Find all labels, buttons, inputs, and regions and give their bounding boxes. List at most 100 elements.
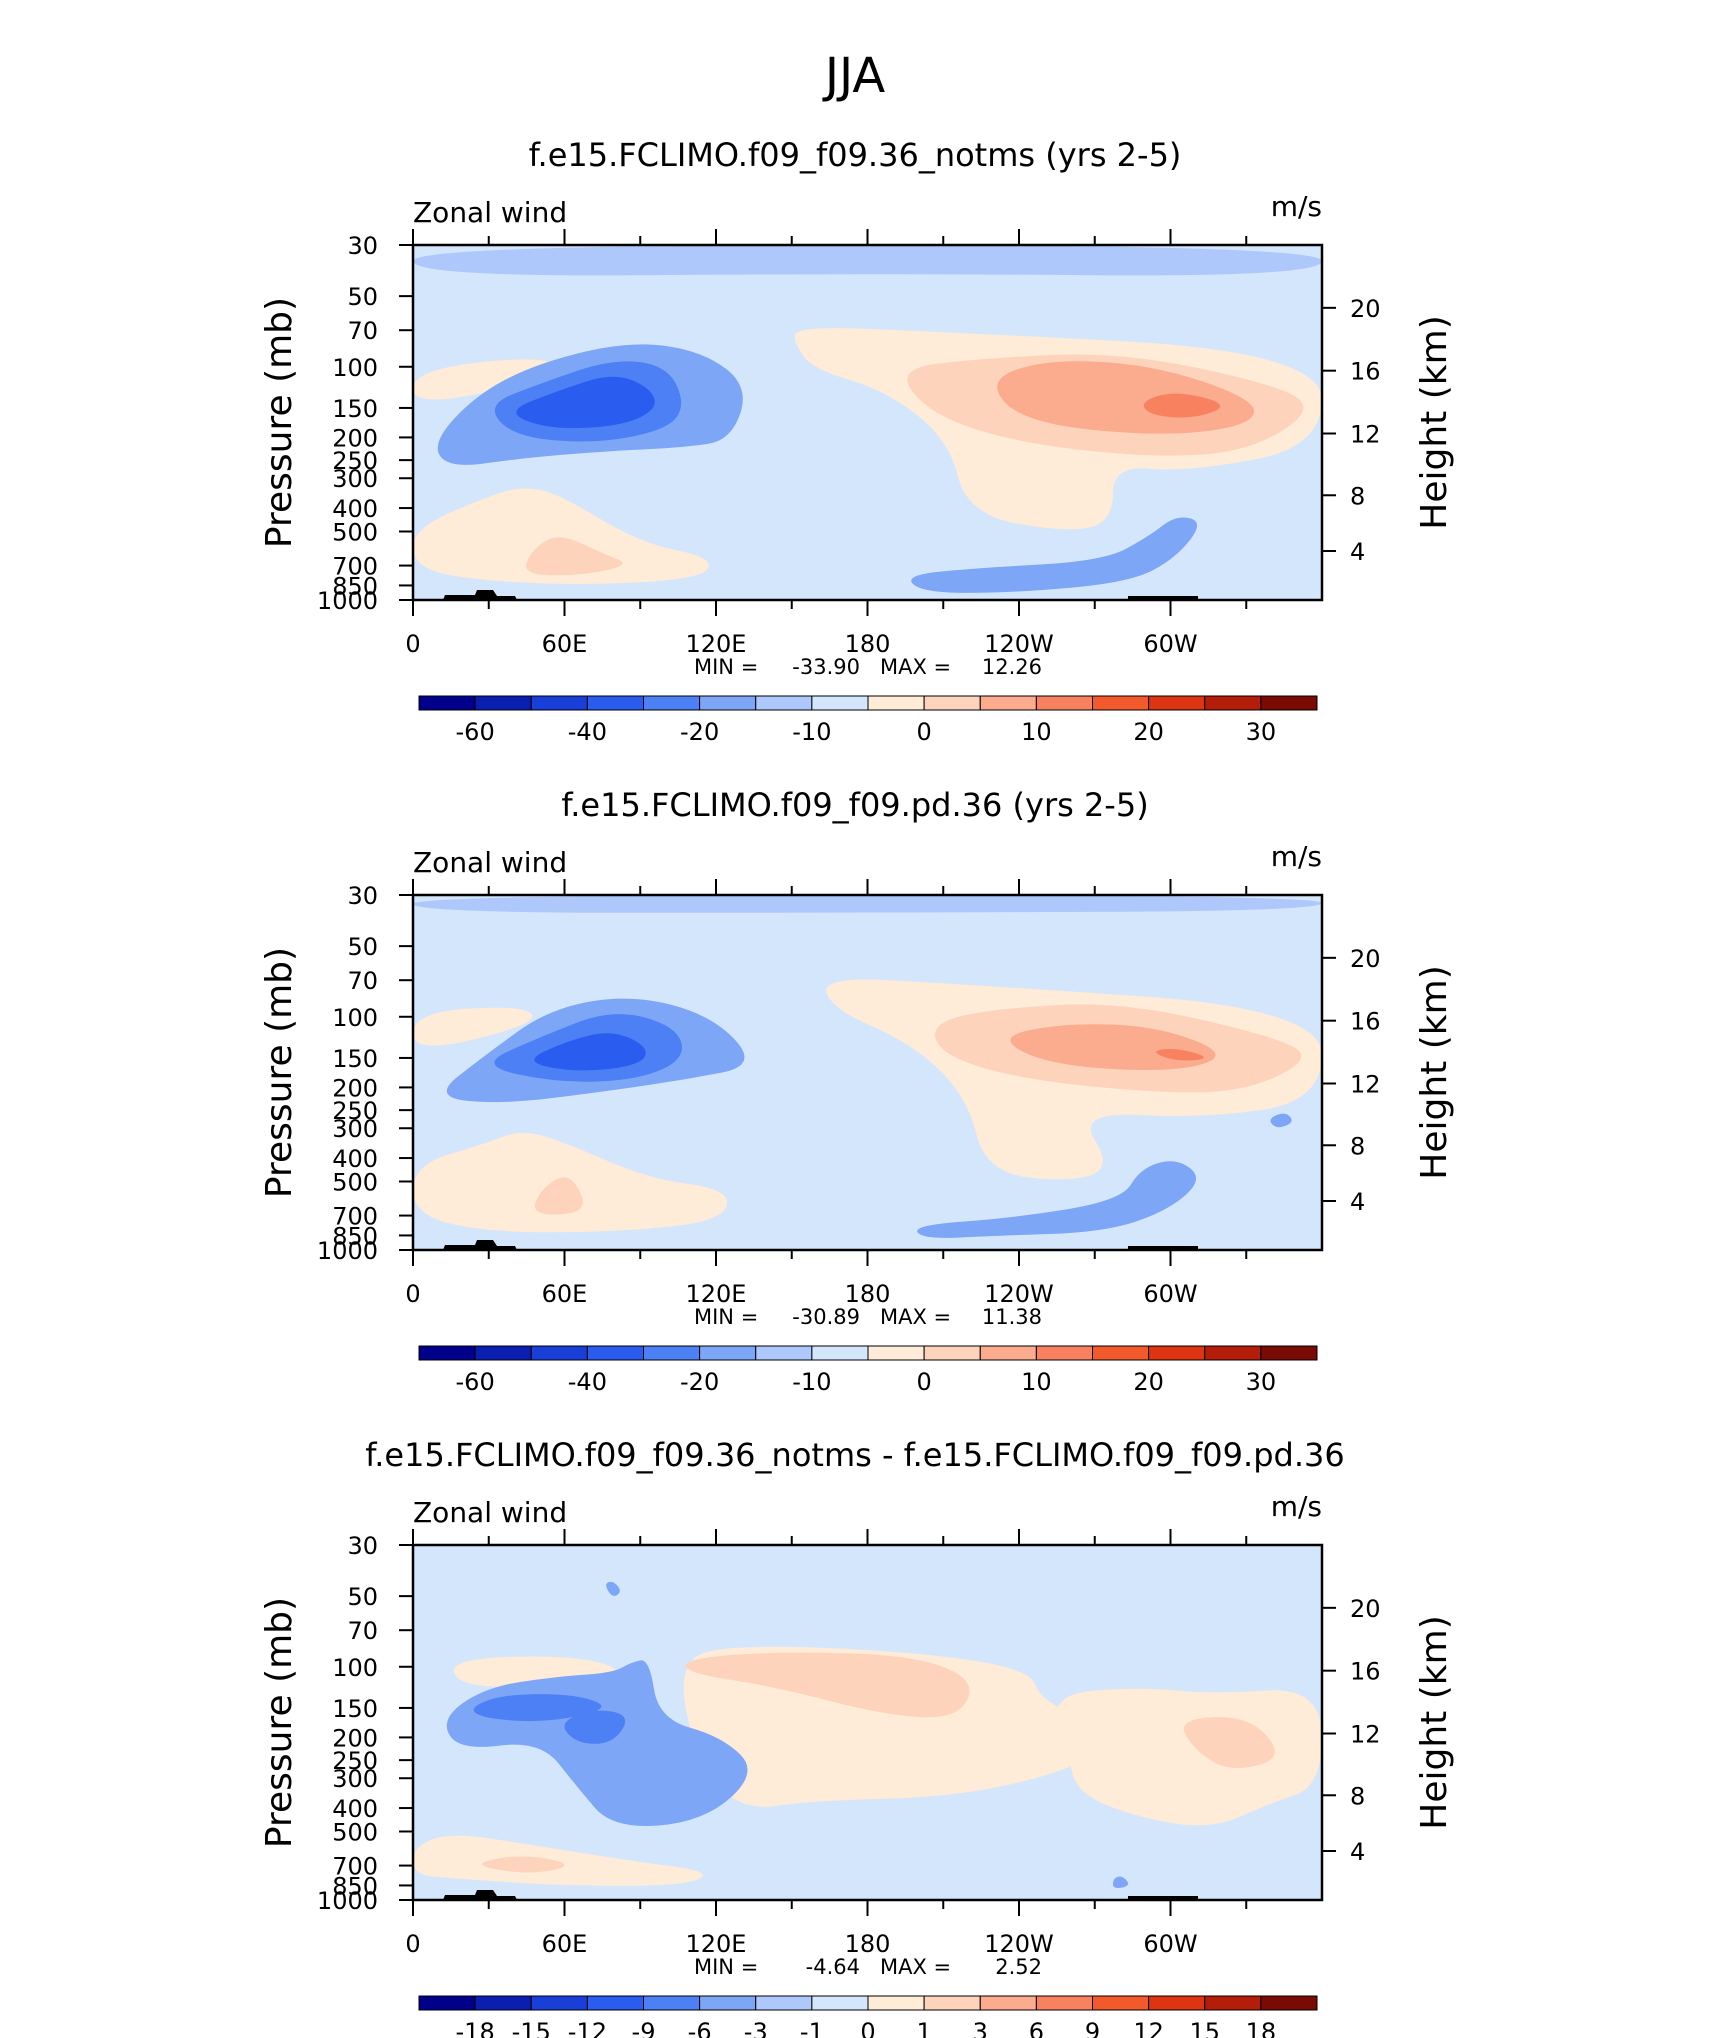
x-tick-label: 120W [984, 1280, 1054, 1308]
colorbar-cell [1092, 695, 1150, 711]
colorbar-cell [699, 1995, 757, 2011]
y-tick-label: 850 [332, 1872, 378, 1900]
colorbar-cell [1260, 1995, 1318, 2011]
colorbar: -18 -15 -12 -9 -6 -3 -1 0 1 3 6 9 12 15 18 [418, 1995, 1318, 2038]
y-tick-label: 150 [332, 1045, 378, 1073]
y-tick-label: 150 [332, 1695, 378, 1723]
y-tick-label: 150 [332, 395, 378, 423]
y-tick-label: 30 [347, 232, 378, 260]
contour-region [473, 1694, 602, 1722]
colorbar-label: 20 [1133, 718, 1164, 746]
x-tick-label: 180 [845, 1930, 891, 1958]
x-tick-label: 60W [1143, 1280, 1197, 1308]
colorbar-label: -20 [680, 718, 719, 746]
max-label: MAX = [880, 1305, 951, 1329]
topography [443, 590, 517, 600]
colorbar-cell [1035, 1995, 1093, 2011]
y-tick-label: 700 [332, 1203, 378, 1231]
x-tick-label: 180 [845, 630, 891, 658]
y-tick-label: 400 [332, 1795, 378, 1823]
contour-region [482, 1856, 565, 1873]
min-label: MIN = [694, 1955, 758, 1979]
max-value: 2.52 [995, 1955, 1042, 1979]
y-tick-label: 1000 [317, 1887, 378, 1915]
colorbar-label: 30 [1246, 718, 1277, 746]
height-tick-label: 8 [1350, 1782, 1365, 1810]
colorbar-cell [418, 695, 476, 711]
y-tick-label: 300 [332, 1115, 378, 1143]
y-tick-label: 400 [332, 495, 378, 523]
contour-region [1270, 1113, 1292, 1128]
colorbar-label: -40 [568, 718, 607, 746]
colorbar-cell [474, 1995, 532, 2011]
colorbar-label: 12 [1133, 2018, 1164, 2038]
height-tick-label: 8 [1350, 1132, 1365, 1160]
colorbar-cell [1260, 695, 1318, 711]
colorbar-label: -18 [456, 2018, 495, 2038]
colorbar-cell [1260, 1345, 1318, 1361]
units-label: m/s [1271, 190, 1322, 223]
right-axis-label: Height (km) [1414, 1615, 1455, 1829]
colorbar-cell [867, 1995, 925, 2011]
height-tick-label: 4 [1350, 1838, 1365, 1866]
colorbar-label: -10 [792, 718, 831, 746]
y-tick-label: 50 [347, 933, 378, 961]
height-tick-label: 4 [1350, 1188, 1365, 1216]
colorbar-cell [755, 1345, 813, 1361]
y-tick-label: 250 [332, 1747, 378, 1775]
colorbar-cell [867, 695, 925, 711]
topography [1128, 1246, 1198, 1250]
y-tick-label: 70 [347, 1617, 378, 1645]
x-tick-label: 120W [984, 630, 1054, 658]
contour-region [413, 488, 709, 585]
panel-3: f.e15.FCLIMO.f09_f09.36_notms - f.e15.FC… [259, 1436, 1455, 2038]
contour-region [564, 1710, 626, 1744]
y-tick-label: 850 [332, 572, 378, 600]
height-tick-label: 20 [1350, 1595, 1381, 1623]
colorbar-label: -15 [512, 2018, 551, 2038]
min-label: MIN = [694, 1305, 758, 1329]
y-tick-label: 70 [347, 317, 378, 345]
topography [443, 1890, 517, 1900]
colorbar-label: 6 [1029, 2018, 1044, 2038]
y-tick-label: 700 [332, 1853, 378, 1881]
contour-region [413, 1835, 703, 1886]
right-axis-label: Height (km) [1414, 315, 1455, 529]
y-tick-label: 100 [332, 1004, 378, 1032]
colorbar-cell [586, 1345, 644, 1361]
colorbar-cell [643, 695, 701, 711]
panel-title: f.e15.FCLIMO.f09_f09.36_notms - f.e15.FC… [365, 1436, 1344, 1474]
colorbar-cell [643, 1995, 701, 2011]
colorbar-label: -60 [456, 718, 495, 746]
colorbar-cell [699, 1345, 757, 1361]
x-tick-label: 180 [845, 1280, 891, 1308]
x-tick-label: 60E [542, 1930, 588, 1958]
colorbar-label: -6 [688, 2018, 712, 2038]
y-tick-label: 850 [332, 1222, 378, 1250]
y-tick-label: 500 [332, 1168, 378, 1196]
x-tick-label: 0 [405, 630, 420, 658]
contour-field [413, 245, 1322, 600]
colorbar-cell [979, 1345, 1037, 1361]
min-value: -4.64 [806, 1955, 860, 1979]
colorbar-label: -3 [744, 2018, 768, 2038]
contour-region [526, 537, 623, 576]
panel-1: f.e15.FCLIMO.f09_f09.36_notms (yrs 2-5) Z… [259, 136, 1455, 746]
y-tick-label: 200 [332, 424, 378, 452]
variable-label: Zonal wind [413, 196, 567, 229]
colorbar-label: -9 [632, 2018, 656, 2038]
contour-region [413, 895, 1322, 913]
colorbar-cell [1204, 1345, 1262, 1361]
variable-label: Zonal wind [413, 846, 567, 879]
height-tick-label: 12 [1350, 421, 1381, 449]
height-tick-label: 20 [1350, 945, 1381, 973]
contour-region [413, 1007, 533, 1046]
x-tick-label: 120E [686, 1930, 747, 1958]
contour-region [911, 517, 1197, 593]
y-tick-label: 700 [332, 553, 378, 581]
y-tick-label: 1000 [317, 587, 378, 615]
contour-region [1112, 1876, 1129, 1889]
colorbar-label: 9 [1085, 2018, 1100, 2038]
x-tick-label: 60W [1143, 630, 1197, 658]
